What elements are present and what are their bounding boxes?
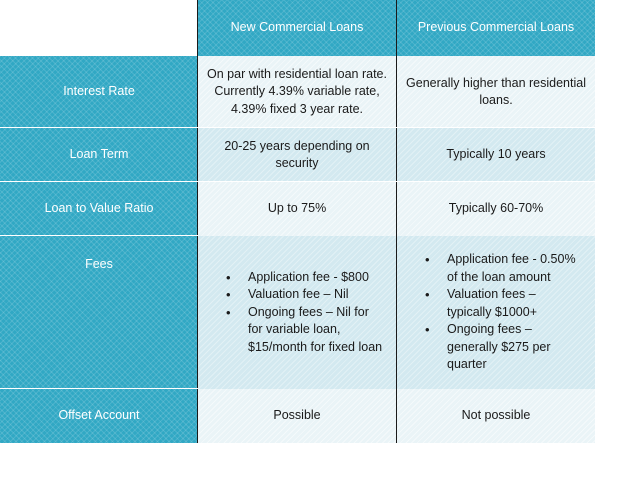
row-header-fees: Fees bbox=[0, 236, 198, 389]
row-header-offset-account: Offset Account bbox=[0, 389, 198, 443]
cell-interest-rate-previous: Generally higher than residential loans. bbox=[397, 56, 595, 128]
row-header-interest-rate: Interest Rate bbox=[0, 56, 198, 128]
cell-lvr-new: Up to 75% bbox=[198, 182, 396, 236]
cell-loan-term-new: 20-25 years depending on security bbox=[198, 128, 396, 182]
fees-new-item: Application fee - $800 bbox=[220, 269, 386, 287]
cell-offset-previous: Not possible bbox=[397, 389, 595, 443]
fees-new-list: Application fee - $800 Valuation fee – N… bbox=[220, 269, 386, 357]
column-divider bbox=[197, 0, 198, 443]
loan-comparison-table: New Commercial Loans Previous Commercial… bbox=[0, 0, 595, 443]
fees-previous-item: Valuation fees – typically $1000+ bbox=[419, 286, 583, 321]
fees-new-item: Valuation fee – Nil bbox=[220, 286, 386, 304]
row-divider bbox=[0, 127, 595, 128]
cell-fees-previous: Application fee - 0.50% of the loan amou… bbox=[397, 236, 595, 389]
column-divider bbox=[396, 0, 397, 443]
cell-offset-new: Possible bbox=[198, 389, 396, 443]
row-divider bbox=[0, 235, 198, 236]
table-corner bbox=[0, 0, 198, 56]
row-header-lvr: Loan to Value Ratio bbox=[0, 182, 198, 236]
row-header-loan-term: Loan Term bbox=[0, 128, 198, 182]
cell-interest-rate-new: On par with residential loan rate. Curre… bbox=[198, 56, 396, 128]
row-divider bbox=[0, 181, 595, 182]
cell-lvr-previous: Typically 60-70% bbox=[397, 182, 595, 236]
fees-previous-item: Ongoing fees – generally $275 per quarte… bbox=[419, 321, 583, 374]
fees-previous-list: Application fee - 0.50% of the loan amou… bbox=[419, 251, 583, 374]
column-header-previous: Previous Commercial Loans bbox=[397, 0, 595, 56]
column-header-new: New Commercial Loans bbox=[198, 0, 396, 56]
fees-new-item: Ongoing fees – Nil for for variable loan… bbox=[220, 304, 386, 357]
fees-previous-item: Application fee - 0.50% of the loan amou… bbox=[419, 251, 583, 286]
row-divider bbox=[0, 388, 198, 389]
cell-loan-term-previous: Typically 10 years bbox=[397, 128, 595, 182]
cell-fees-new: Application fee - $800 Valuation fee – N… bbox=[198, 236, 396, 389]
